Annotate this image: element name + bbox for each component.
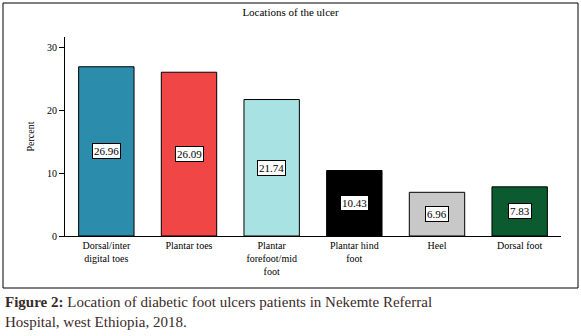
svg-text:Plantarforefoot/midfoot: Plantarforefoot/midfoot (246, 240, 297, 277)
svg-text:Figure 2: Location of diabetic: Figure 2: Location of diabetic foot ulce… (5, 294, 432, 330)
svg-text:Plantar hindfoot: Plantar hindfoot (330, 240, 379, 264)
svg-text:7.83: 7.83 (510, 205, 530, 217)
svg-text:Dorsal foot: Dorsal foot (497, 240, 542, 251)
svg-text:Dorsal/interdigital toes: Dorsal/interdigital toes (82, 240, 130, 264)
svg-text:Plantar toes: Plantar toes (166, 240, 213, 251)
svg-text:Heel: Heel (428, 240, 447, 251)
svg-text:10: 10 (47, 168, 57, 179)
svg-text:26.96: 26.96 (94, 145, 119, 157)
svg-text:6.96: 6.96 (427, 208, 447, 220)
svg-text:Locations of the ulcer: Locations of the ulcer (242, 6, 339, 18)
svg-text:0: 0 (52, 231, 57, 242)
svg-text:26.09: 26.09 (177, 148, 202, 160)
svg-text:10.43: 10.43 (342, 197, 367, 209)
svg-text:21.74: 21.74 (259, 162, 284, 174)
svg-text:30: 30 (47, 42, 57, 53)
svg-text:20: 20 (47, 105, 57, 116)
svg-text:Percent: Percent (25, 121, 36, 151)
